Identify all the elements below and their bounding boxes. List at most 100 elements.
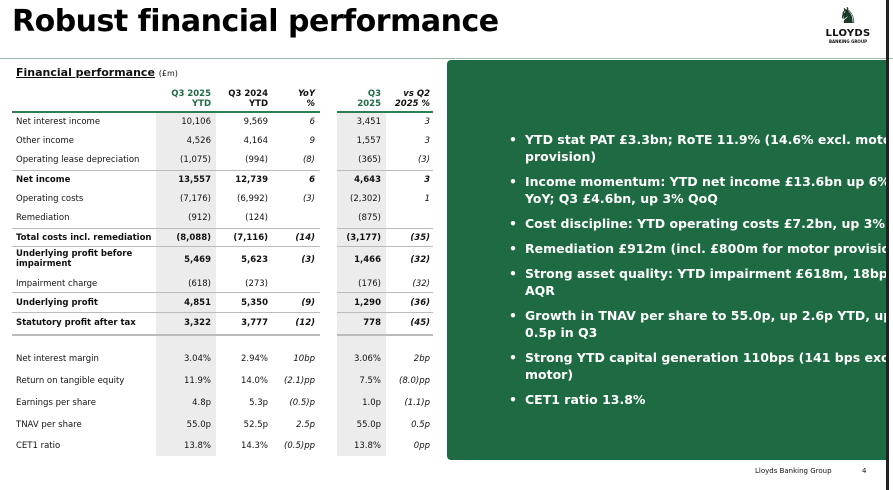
logo-name: LLOYDS — [825, 28, 871, 39]
table-header-rule — [12, 111, 320, 113]
highlight-item: Growth in TNAV per share to 55.0p, up 2.… — [509, 307, 893, 341]
cell-value: 3.06% — [353, 354, 381, 364]
cell-value: 2bp — [413, 354, 430, 364]
cell-value: (32) — [410, 255, 430, 265]
cell-value: (3,177) — [346, 233, 381, 243]
row-label: CET1 ratio — [16, 441, 61, 451]
highlight-item: Strong YTD capital generation 110bps (14… — [509, 349, 893, 383]
section-unit: (£m) — [158, 69, 178, 78]
cell-value: 3,451 — [356, 117, 381, 127]
cell-value: (0.5)pp — [284, 441, 315, 451]
column-header: Q3 2025 — [331, 89, 381, 109]
column-header: Q3 2024 YTD — [213, 89, 268, 109]
column-header-line2: 2025 — [357, 99, 381, 109]
column-header-line2: YTD — [191, 99, 211, 109]
cell-value: (3) — [301, 255, 315, 265]
cell-value: 1,466 — [354, 255, 381, 265]
cell-value: (8) — [302, 155, 315, 165]
row-divider — [337, 334, 433, 336]
cell-value: 14.0% — [240, 376, 268, 386]
row-label: Underlying profit — [16, 298, 98, 308]
cell-value: (994) — [245, 155, 268, 165]
row-divider — [337, 292, 433, 293]
cell-value: (14) — [295, 233, 315, 243]
row-divider — [337, 170, 433, 171]
cell-value: 6 — [309, 117, 315, 127]
row-divider — [337, 312, 433, 313]
cell-value: (176) — [358, 279, 381, 289]
row-divider — [12, 292, 320, 293]
column-header-line1: vs Q2 — [403, 89, 430, 99]
cell-value: 9 — [309, 136, 315, 146]
row-label: Underlying profit before impairment — [16, 249, 133, 269]
highlight-column-q3 — [337, 112, 386, 456]
row-label: Net interest income — [16, 117, 101, 127]
cell-value: 3,777 — [241, 318, 268, 328]
cell-value: 55.0p — [186, 420, 211, 430]
cell-value: (273) — [245, 279, 268, 289]
cell-value: 4,643 — [354, 175, 381, 185]
cell-value: (618) — [188, 279, 211, 289]
row-divider — [337, 246, 433, 247]
row-label: Earnings per share — [16, 398, 96, 408]
cell-value: (35) — [410, 233, 430, 243]
column-header: Q3 2025 YTD — [151, 89, 211, 109]
row-label: Net interest margin — [16, 354, 99, 364]
cell-value: (9) — [301, 298, 315, 308]
highlight-item: Cost discipline: YTD operating costs £7.… — [509, 215, 893, 232]
slide-edge — [886, 0, 889, 490]
cell-value: 9,569 — [243, 117, 268, 127]
footer-company: Lloyds Banking Group — [755, 467, 832, 475]
row-divider — [12, 228, 320, 229]
highlight-item: Remediation £912m (incl. £800m for motor… — [509, 240, 893, 257]
column-header-line2: YTD — [248, 99, 268, 109]
page-title: Robust financial performance — [12, 4, 499, 39]
cell-value: 2.5p — [296, 420, 315, 430]
cell-value: 1 — [424, 194, 430, 204]
table-header-rule-q3 — [337, 111, 433, 113]
column-header-line1: Q3 — [367, 89, 381, 99]
cell-value: 2.94% — [240, 354, 268, 364]
row-divider — [337, 228, 433, 229]
cell-value: 10bp — [293, 354, 315, 364]
cell-value: 14.3% — [240, 441, 268, 451]
section-title: Financial performance (£m) — [16, 66, 178, 79]
highlights-list: YTD stat PAT £3.3bn; RoTE 11.9% (14.6% e… — [469, 131, 893, 416]
cell-value: (7,116) — [233, 233, 268, 243]
row-label: Other income — [16, 136, 74, 146]
column-header-line1: Q3 2024 — [228, 89, 268, 99]
row-label: Operating lease depreciation — [16, 155, 140, 165]
cell-value: (12) — [295, 318, 315, 328]
row-divider — [12, 334, 320, 336]
row-label: Total costs incl. remediation — [16, 233, 152, 243]
highlights-panel: YTD stat PAT £3.3bn; RoTE 11.9% (14.6% e… — [447, 60, 893, 460]
highlight-item: Income momentum: YTD net income £13.6bn … — [509, 173, 893, 207]
cell-value: 11.9% — [183, 376, 211, 386]
cell-value: 3 — [424, 136, 430, 146]
row-label: Statutory profit after tax — [16, 318, 136, 328]
cell-value: 13,557 — [178, 175, 211, 185]
row-label: Net income — [16, 175, 71, 185]
cell-value: 12,739 — [235, 175, 268, 185]
cell-value: (36) — [410, 298, 430, 308]
column-header: vs Q2 2025 % — [385, 89, 430, 109]
cell-value: (2,302) — [350, 194, 381, 204]
cell-value: (3) — [417, 155, 430, 165]
row-label: TNAV per share — [16, 420, 82, 430]
cell-value: 4,851 — [184, 298, 211, 308]
cell-value: 5,623 — [241, 255, 268, 265]
cell-value: 7.5% — [359, 376, 381, 386]
column-header: YoY% — [275, 89, 315, 109]
cell-value: 4,526 — [186, 136, 211, 146]
cell-value: (365) — [358, 155, 381, 165]
column-header-line2: 2025 % — [394, 99, 430, 109]
column-header-line1: Q3 2025 — [171, 89, 211, 99]
cell-value: 3.04% — [183, 354, 211, 364]
cell-value: (2.1)pp — [284, 376, 315, 386]
row-label: Impairment charge — [16, 279, 98, 289]
cell-value: 10,106 — [181, 117, 211, 127]
cell-value: 5,469 — [184, 255, 211, 265]
row-label: Return on tangible equity — [16, 376, 125, 386]
cell-value: 4.8p — [192, 398, 211, 408]
cell-value: (45) — [410, 318, 430, 328]
